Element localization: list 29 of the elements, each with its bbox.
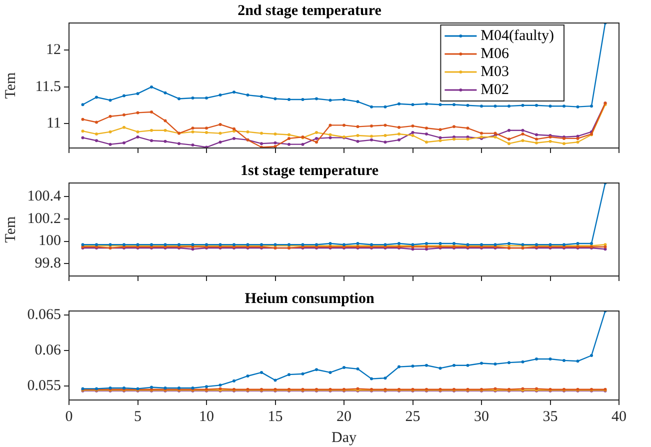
- legend-label: M03: [480, 64, 510, 80]
- chart-title: 2nd stage temperature: [238, 2, 382, 19]
- x-tick-label: 25: [405, 408, 420, 425]
- x-tick-label: 35: [542, 408, 558, 425]
- y-tick-label: 11: [46, 116, 61, 132]
- y-tick-label: 12: [46, 42, 61, 58]
- y-axis-title: Tem: [2, 72, 19, 99]
- y-tick-label: 99.8: [34, 256, 61, 272]
- x-tick-label: 30: [474, 408, 489, 425]
- chart-title: 1st stage temperature: [240, 162, 379, 179]
- x-tick-label: 20: [336, 408, 352, 425]
- y-tick-label: 100.4: [27, 188, 62, 204]
- legend-label: M04(faulty): [480, 28, 554, 44]
- legend-label: M06: [480, 46, 510, 62]
- y-tick-label: 100: [38, 233, 61, 250]
- y-tick-label: 0.065: [27, 307, 61, 324]
- x-tick-label: 40: [612, 408, 626, 425]
- x-tick-label: 0: [65, 408, 73, 425]
- y-tick-label: 100.2: [27, 210, 61, 227]
- y-tick-label: 0.06: [34, 342, 62, 358]
- chart-title: Heium consumption: [244, 290, 375, 307]
- x-tick-label: 10: [199, 408, 214, 425]
- x-tick-label: 15: [268, 408, 283, 425]
- legend-label: M02: [480, 82, 510, 98]
- x-tick-label: 5: [134, 408, 142, 425]
- y-tick-label: 0.055: [27, 378, 61, 394]
- x-axis-title: Day: [332, 430, 357, 446]
- y-tick-label: 11.5: [35, 78, 61, 95]
- y-axis-title: Tem: [2, 216, 19, 243]
